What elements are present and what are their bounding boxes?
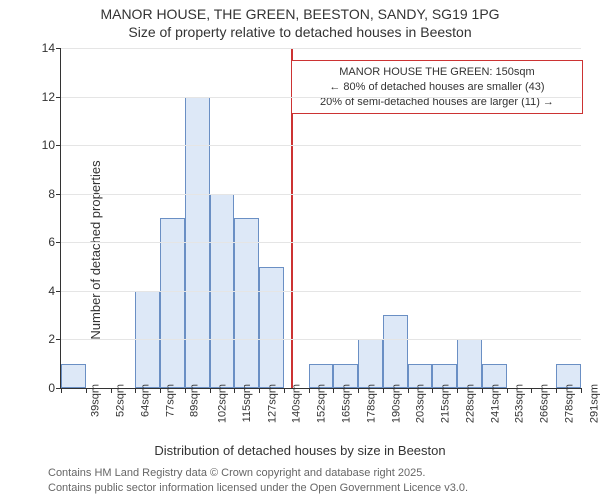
xtick-mark: [185, 388, 186, 393]
xtick-mark: [457, 388, 458, 393]
ytick-mark: [56, 242, 61, 243]
xtick-mark: [408, 388, 409, 393]
ytick-label: 10: [33, 138, 55, 152]
xtick-label: 152sqm: [316, 384, 328, 423]
xtick-mark: [432, 388, 433, 393]
xtick-mark: [358, 388, 359, 393]
xtick-mark: [507, 388, 508, 393]
xtick-label: 52sqm: [115, 384, 127, 417]
xtick-label: 39sqm: [90, 384, 102, 417]
xtick-mark: [234, 388, 235, 393]
xtick-mark: [160, 388, 161, 393]
ytick-mark: [56, 194, 61, 195]
grid-line: [61, 145, 581, 146]
annotation-box: MANOR HOUSE THE GREEN: 150sqm ← 80% of d…: [291, 60, 582, 115]
xtick-label: 165sqm: [341, 384, 353, 423]
xtick-label: 89sqm: [189, 384, 201, 417]
xtick-label: 77sqm: [164, 384, 176, 417]
annotation-line-2: ← 80% of detached houses are smaller (43…: [300, 80, 573, 95]
footer-line-1: Contains HM Land Registry data © Crown c…: [48, 466, 468, 481]
xtick-label: 190sqm: [390, 384, 402, 423]
footer-line-2: Contains public sector information licen…: [48, 481, 468, 496]
ytick-mark: [56, 48, 61, 49]
bar: [259, 267, 284, 388]
grid-line: [61, 48, 581, 49]
ytick-label: 6: [33, 235, 55, 249]
xtick-label: 203sqm: [415, 384, 427, 423]
xtick-mark: [556, 388, 557, 393]
xtick-label: 115sqm: [241, 384, 253, 422]
xtick-label: 228sqm: [464, 384, 476, 423]
grid-line: [61, 339, 581, 340]
xtick-mark: [309, 388, 310, 393]
bar: [61, 364, 86, 388]
xtick-label: 266sqm: [539, 384, 551, 423]
grid-line: [61, 97, 581, 98]
xtick-mark: [333, 388, 334, 393]
xtick-mark: [531, 388, 532, 393]
xtick-mark: [111, 388, 112, 393]
xtick-label: 241sqm: [489, 384, 501, 423]
xtick-mark: [135, 388, 136, 393]
xtick-label: 291sqm: [588, 384, 600, 423]
ytick-label: 0: [33, 381, 55, 395]
ytick-label: 4: [33, 284, 55, 298]
xtick-mark: [581, 388, 582, 393]
bar: [383, 315, 408, 388]
xtick-label: 140sqm: [291, 384, 303, 423]
ytick-label: 2: [33, 332, 55, 346]
xtick-mark: [259, 388, 260, 393]
bar: [160, 218, 185, 388]
xtick-mark: [210, 388, 211, 393]
ytick-mark: [56, 97, 61, 98]
xtick-label: 102sqm: [217, 384, 229, 423]
footer: Contains HM Land Registry data © Crown c…: [48, 466, 468, 496]
xtick-label: 253sqm: [514, 384, 526, 423]
xtick-mark: [61, 388, 62, 393]
plot-area: MANOR HOUSE THE GREEN: 150sqm ← 80% of d…: [60, 48, 581, 389]
annotation-line-1: MANOR HOUSE THE GREEN: 150sqm: [300, 65, 573, 80]
ytick-mark: [56, 145, 61, 146]
xtick-label: 178sqm: [365, 384, 377, 423]
grid-line: [61, 242, 581, 243]
ytick-mark: [56, 291, 61, 292]
xtick-mark: [482, 388, 483, 393]
xtick-mark: [284, 388, 285, 393]
ytick-label: 8: [33, 187, 55, 201]
ytick-label: 12: [33, 90, 55, 104]
x-axis-label: Distribution of detached houses by size …: [0, 443, 600, 458]
grid-line: [61, 291, 581, 292]
title-line-2: Size of property relative to detached ho…: [0, 24, 600, 40]
bar: [234, 218, 259, 388]
xtick-mark: [383, 388, 384, 393]
xtick-label: 127sqm: [266, 384, 278, 423]
xtick-label: 64sqm: [139, 384, 151, 417]
xtick-label: 215sqm: [440, 384, 452, 423]
bar: [358, 339, 383, 388]
grid-line: [61, 194, 581, 195]
ytick-label: 14: [33, 41, 55, 55]
bar: [457, 339, 482, 388]
ytick-mark: [56, 339, 61, 340]
title-line-1: MANOR HOUSE, THE GREEN, BEESTON, SANDY, …: [0, 6, 600, 22]
xtick-label: 278sqm: [563, 384, 575, 423]
xtick-mark: [86, 388, 87, 393]
